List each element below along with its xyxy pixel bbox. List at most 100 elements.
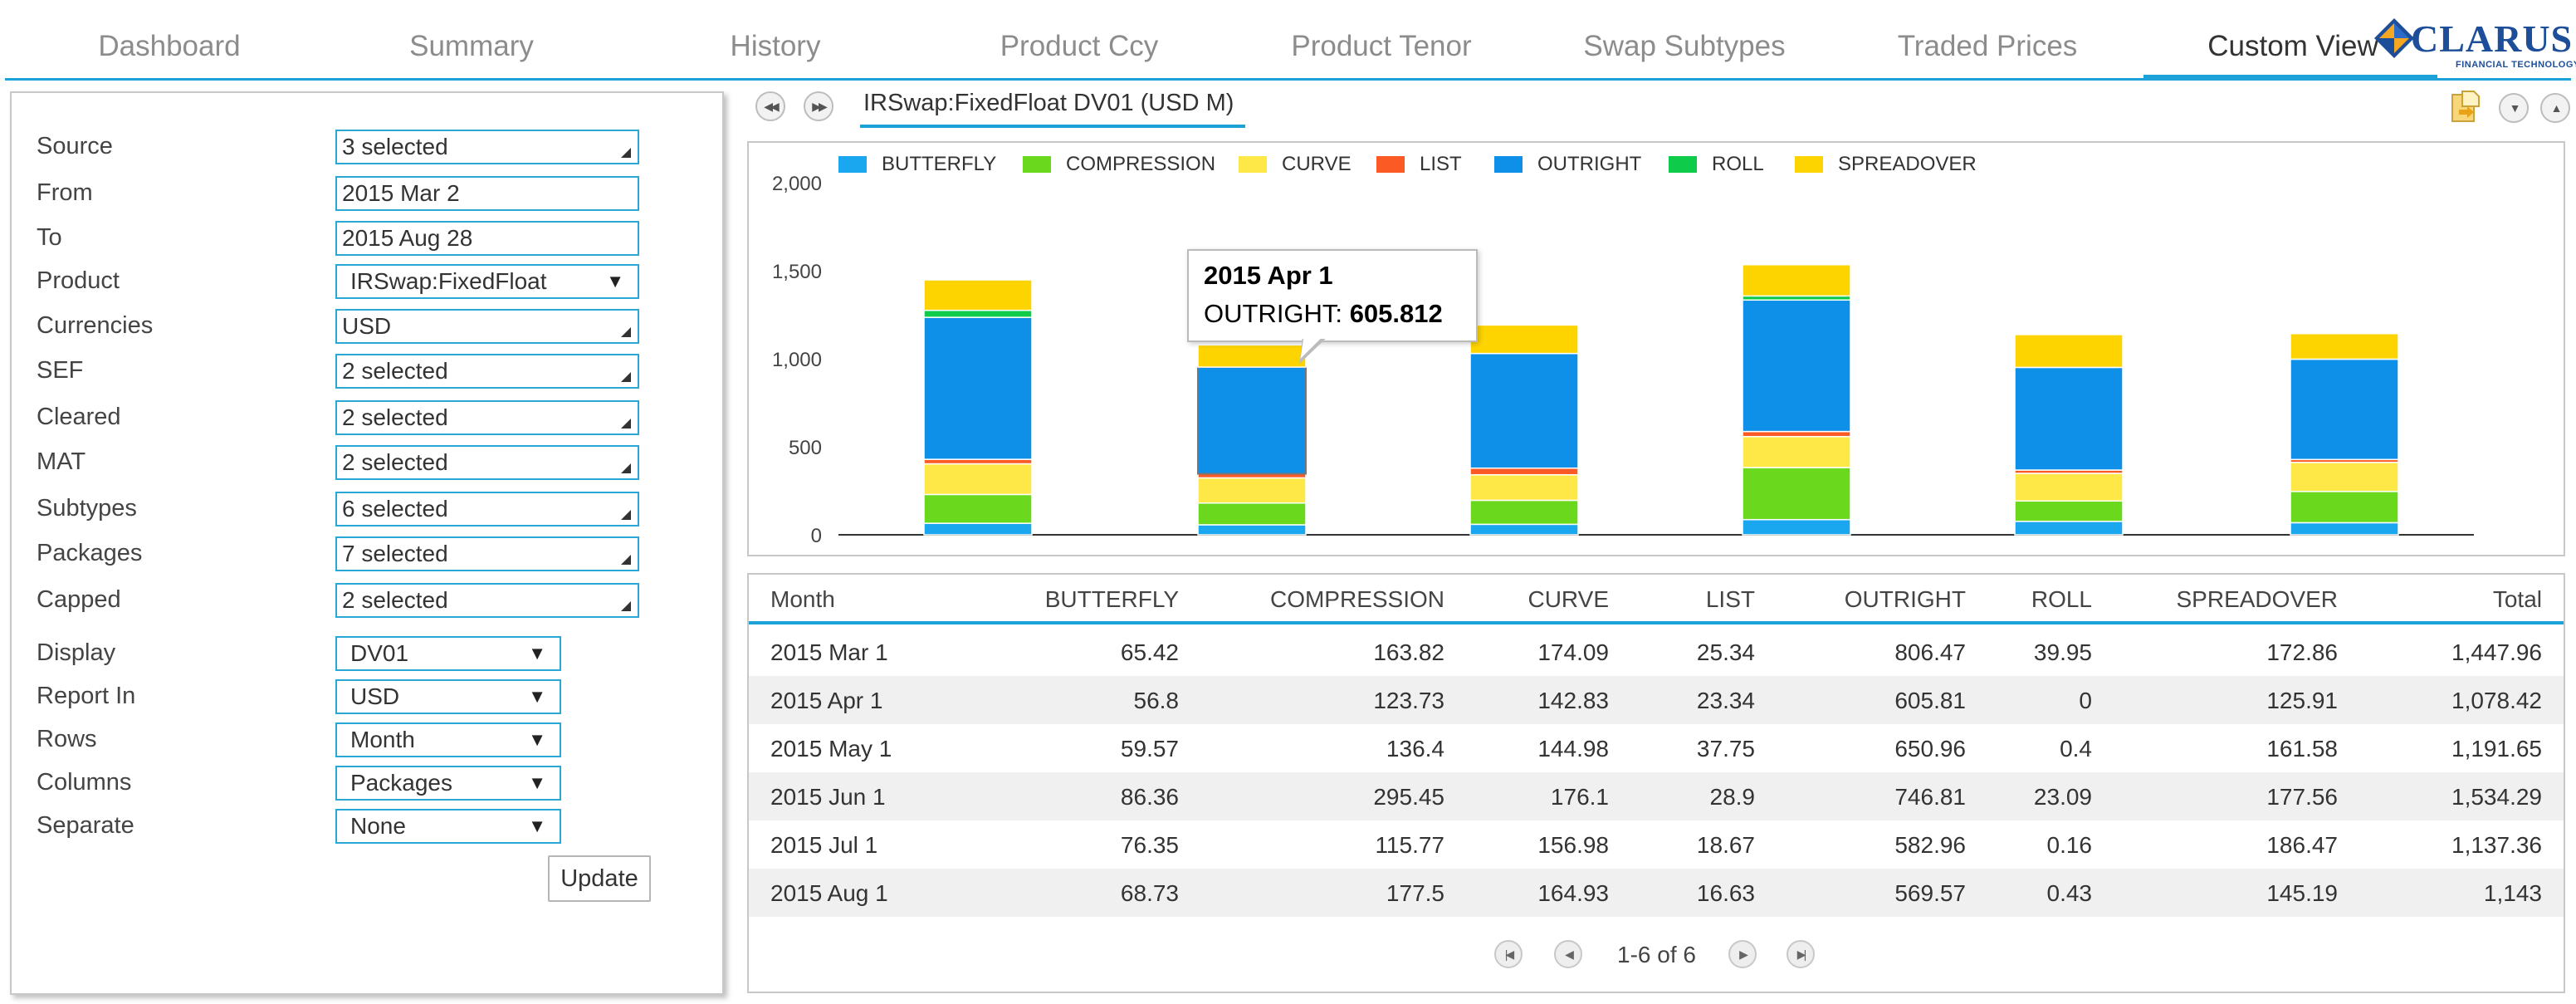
bar-segment-curve[interactable] [1197,477,1307,504]
tab-summary[interactable]: Summary [409,30,534,62]
sef-multiselect[interactable]: 2 selected [335,354,639,389]
first-page-button[interactable]: |◀ [1494,940,1523,968]
bar-stack[interactable] [923,279,1033,536]
tab-traded-prices[interactable]: Traded Prices [1897,30,2078,62]
bar-segment-butterfly[interactable] [1469,523,1579,536]
capped-multiselect[interactable]: 2 selected [335,583,639,618]
tab-swap-subtypes[interactable]: Swap Subtypes [1583,30,1786,62]
tab-custom-view[interactable]: Custom View [2207,30,2378,62]
tab-product-tenor[interactable]: Product Tenor [1291,30,1472,62]
column-header-spreadover[interactable]: SPREADOVER [2176,586,2339,612]
legend-label: ROLL [1712,153,1764,175]
expand-panel-button[interactable]: ▶▶ [804,91,833,121]
table-cell: 605.81 [1894,688,1966,713]
bar-segment-curve[interactable] [2014,473,2124,502]
packages-multiselect[interactable]: 7 selected [335,536,639,571]
column-header-outright[interactable]: OUTRIGHT [1844,586,1966,612]
bar-stack[interactable] [1197,344,1307,536]
filter-row-cleared: Cleared 2 selected [12,400,726,437]
bar-segment-spreadover[interactable] [1742,263,1851,297]
next-page-button[interactable]: ▶ [1728,940,1757,968]
column-header-roll[interactable]: ROLL [2031,586,2092,612]
bar-segment-outright[interactable] [1742,299,1851,433]
bar-segment-outright[interactable] [1197,366,1307,475]
to-date-input[interactable]: 2015 Aug 28 [335,221,639,256]
display-select[interactable]: DV01 ▼ [335,636,561,671]
cleared-multiselect[interactable]: 2 selected [335,400,639,435]
bar-segment-spreadover[interactable] [2290,332,2399,360]
bar-segment-outright[interactable] [1469,352,1579,469]
export-icon[interactable] [2449,90,2481,123]
column-header-list[interactable]: LIST [1705,586,1755,612]
currencies-multiselect[interactable]: USD [335,309,639,344]
rows-select[interactable]: Month ▼ [335,722,561,757]
bar-stack[interactable] [1469,324,1579,536]
bar-segment-spreadover[interactable] [923,279,1033,311]
subtypes-multiselect[interactable]: 6 selected [335,492,639,526]
mat-multiselect[interactable]: 2 selected [335,445,639,480]
bar-segment-list[interactable] [1469,467,1579,476]
bar-segment-curve[interactable] [923,463,1033,496]
table-cell: 65.42 [1120,639,1179,665]
bar-segment-compression[interactable] [1742,467,1851,521]
bar-segment-butterfly[interactable] [2290,522,2399,536]
bar-stack[interactable] [1742,263,1851,536]
bar-segment-curve[interactable] [1742,435,1851,468]
bar-segment-outright[interactable] [923,316,1033,460]
column-header-curve[interactable]: CURVE [1528,586,1609,612]
column-header-month[interactable]: Month [770,586,835,612]
bar-segment-list[interactable] [923,458,1033,465]
resize-corner-icon [621,372,631,382]
bar-stack[interactable] [2014,334,2124,536]
column-header-compression[interactable]: COMPRESSION [1269,586,1444,612]
bar-segment-compression[interactable] [2290,491,2399,524]
bar-segment-compression[interactable] [2014,500,2124,522]
bar-segment-butterfly[interactable] [1742,518,1851,536]
filter-row-separate: Separate None ▼ [12,809,726,845]
table-cell: 0.4 [2060,736,2092,762]
source-multiselect[interactable]: 3 selected [335,130,639,164]
bar-segment-curve[interactable] [2290,462,2399,492]
column-header-butterfly[interactable]: BUTTERFLY [1044,586,1179,612]
filter-row-mat: MAT 2 selected [12,445,726,482]
from-date-input[interactable]: 2015 Mar 2 [335,176,639,211]
bar-segment-compression[interactable] [1197,502,1307,526]
bar-segment-compression[interactable] [1469,499,1579,526]
report-in-select[interactable]: USD ▼ [335,679,561,714]
bar-segment-curve[interactable] [1469,473,1579,502]
tab-product-ccy[interactable]: Product Ccy [1000,30,1159,62]
last-page-button[interactable]: ▶| [1787,940,1815,968]
bar-segment-butterfly[interactable] [1197,524,1307,536]
prev-page-button[interactable]: ◀ [1554,940,1582,968]
resize-corner-icon [621,419,631,429]
dropdown-arrow-icon: ▼ [606,271,624,291]
columns-select[interactable]: Packages ▼ [335,766,561,801]
double-up-icon: ▲ [2550,101,2563,115]
legend-label: OUTRIGHT [1537,153,1642,175]
table-cell: 25.34 [1696,639,1755,665]
y-tick-label: 1,500 [772,261,822,283]
expand-chart-button[interactable]: ▲ [2540,93,2570,123]
bar-segment-list[interactable] [1742,430,1851,438]
bar-segment-roll[interactable] [923,309,1033,318]
bar-segment-butterfly[interactable] [2014,521,2124,536]
tab-history[interactable]: History [730,30,821,62]
legend-swatch [838,156,867,173]
product-select[interactable]: IRSwap:FixedFloat ▼ [335,264,639,299]
collapse-chart-button[interactable]: ▼ [2499,93,2529,123]
table-cell: 37.75 [1696,736,1755,762]
bar-segment-spreadover[interactable] [2014,334,2124,369]
collapse-panel-button[interactable]: ◀◀ [755,91,785,121]
bar-segment-outright[interactable] [2014,366,2124,471]
bar-segment-spreadover[interactable] [1197,344,1307,368]
bar-segment-compression[interactable] [923,493,1033,524]
bar-segment-spreadover[interactable] [1469,324,1579,355]
tab-dashboard[interactable]: Dashboard [98,30,241,62]
column-header-total[interactable]: Total [2492,586,2542,612]
bar-segment-butterfly[interactable] [923,522,1033,536]
update-button[interactable]: Update [548,855,651,902]
separate-select[interactable]: None ▼ [335,809,561,844]
bar-stack[interactable] [2290,332,2399,536]
table-cell: 806.47 [1894,639,1966,665]
bar-segment-outright[interactable] [2290,358,2399,461]
